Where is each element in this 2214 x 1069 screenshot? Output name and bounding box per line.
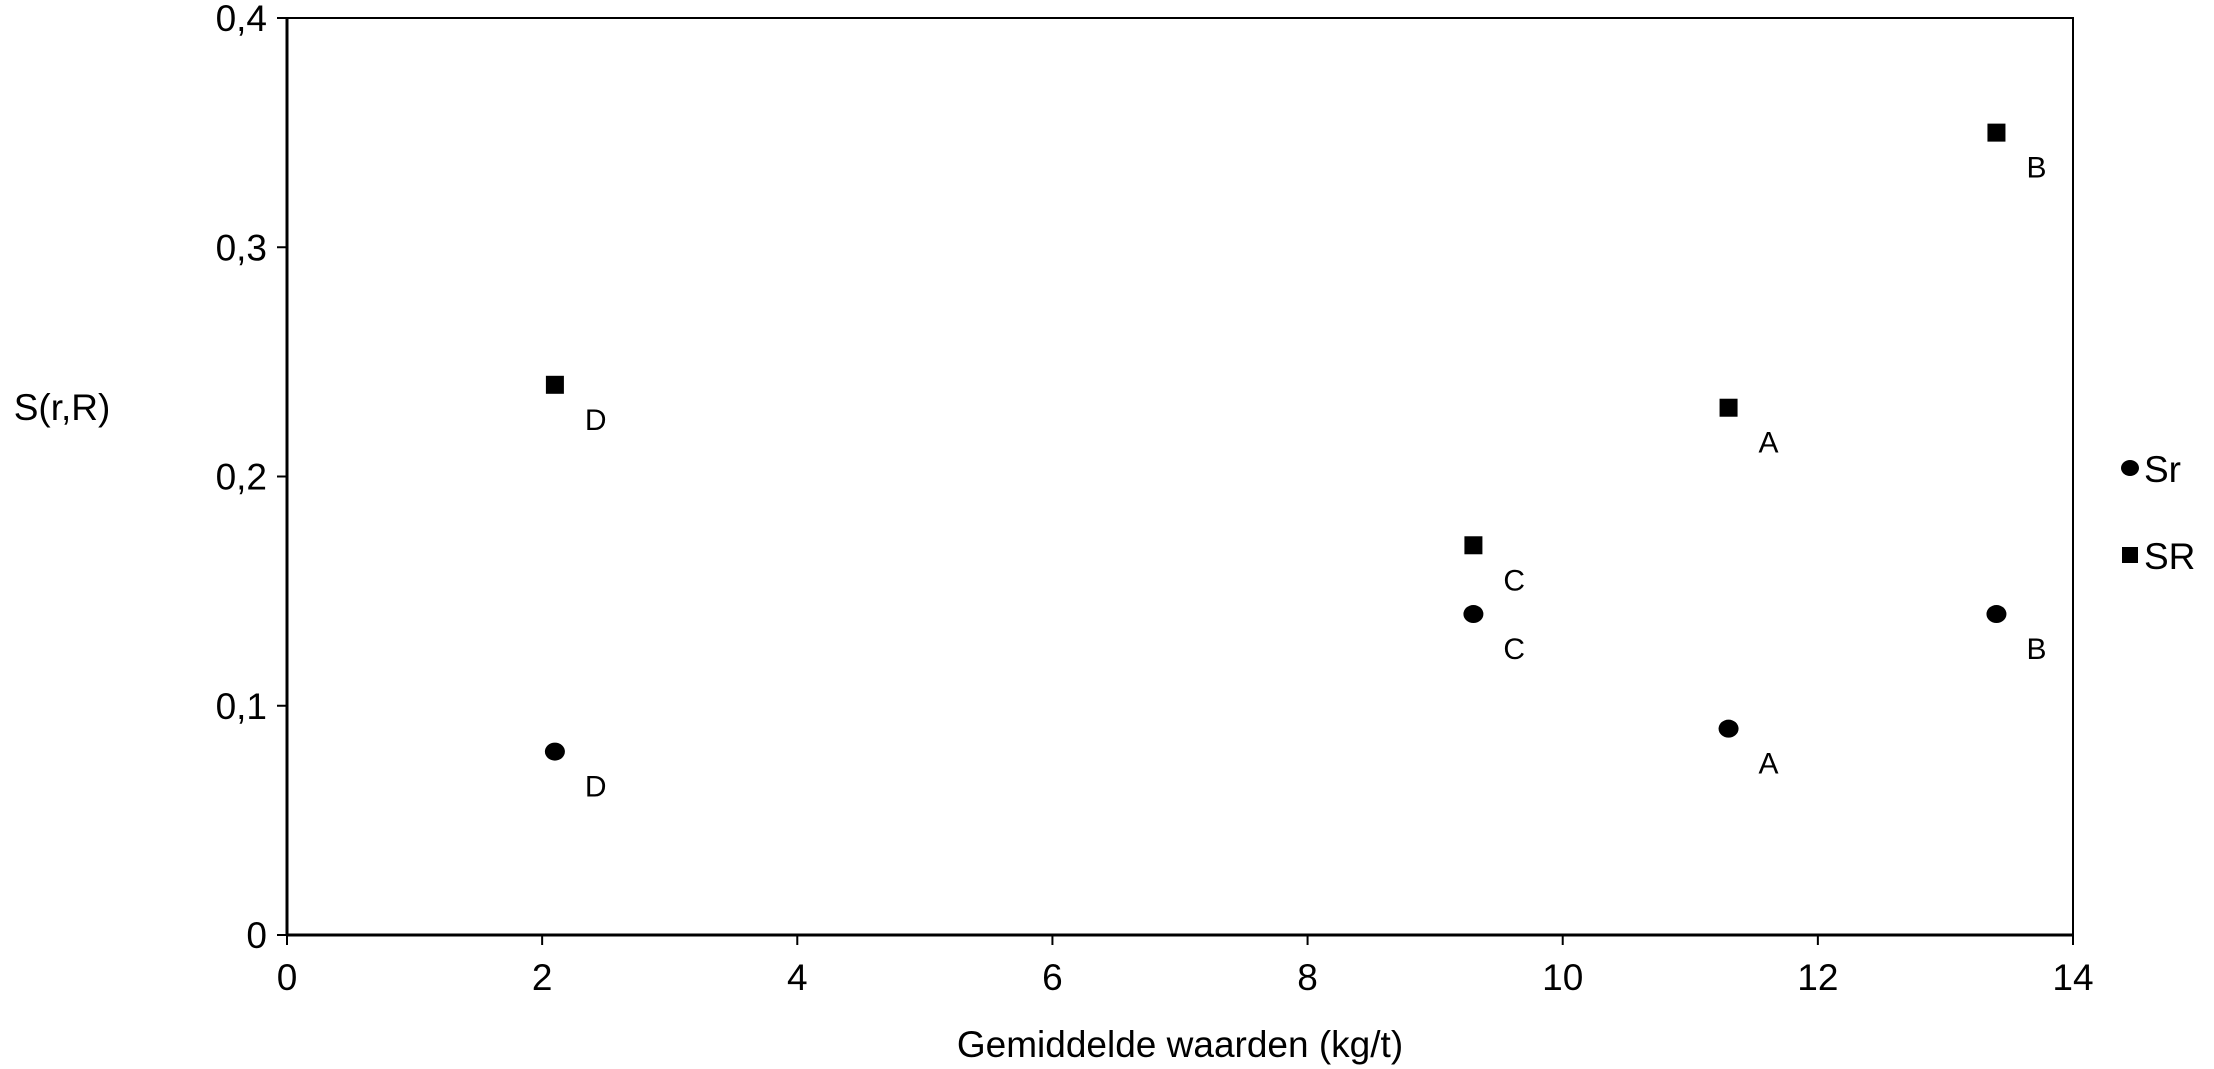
point-label: A — [1759, 427, 1779, 460]
legend-label: Sr — [2144, 449, 2181, 490]
x-tick-label: 0 — [277, 957, 298, 998]
plot-border — [286, 17, 2074, 936]
circle-marker — [1718, 719, 1739, 738]
square-marker — [1987, 123, 2006, 142]
square-marker — [1464, 536, 1483, 555]
x-axis-label: Gemiddelde waarden (kg/t) — [957, 1024, 1403, 1065]
x-tick-label: 4 — [787, 957, 808, 998]
x-tick-label: 10 — [1542, 957, 1583, 998]
point-label: B — [2026, 633, 2046, 666]
plot-area — [285, 17, 2074, 937]
circle-marker — [544, 742, 565, 761]
legend: Sr SR — [2121, 449, 2195, 577]
point-label: B — [2026, 152, 2046, 185]
square-marker — [545, 375, 564, 394]
x-tick-label: 6 — [1042, 957, 1063, 998]
legend-circle-icon — [2121, 460, 2139, 476]
point-label: A — [1759, 748, 1779, 781]
circle-marker — [1986, 605, 2007, 624]
point-label: C — [1503, 564, 1525, 597]
y-tick-label: 0,1 — [216, 686, 267, 727]
x-tick-label: 2 — [532, 957, 553, 998]
legend-square-icon — [2122, 547, 2138, 563]
x-tick-label: 8 — [1297, 957, 1318, 998]
x-tick-label: 12 — [1797, 957, 1838, 998]
circle-marker — [1463, 605, 1484, 624]
data-points: D C A B D C A B — [544, 123, 2046, 804]
point-label: C — [1503, 633, 1525, 666]
legend-label: SR — [2144, 536, 2195, 577]
y-axis-label: S(r,R) — [14, 387, 111, 428]
x-tick-label: 14 — [2052, 957, 2093, 998]
x-axis: 0 2 4 6 8 10 12 14 — [277, 935, 2094, 998]
y-tick-label: 0,3 — [216, 227, 267, 268]
y-axis: 0 0,1 0,2 0,3 0,4 — [216, 0, 287, 956]
point-label: D — [585, 771, 607, 804]
y-tick-label: 0,4 — [216, 0, 267, 39]
point-label: D — [585, 404, 607, 437]
y-tick-label: 0 — [246, 915, 267, 956]
y-tick-label: 0,2 — [216, 457, 267, 498]
square-marker — [1719, 398, 1738, 417]
